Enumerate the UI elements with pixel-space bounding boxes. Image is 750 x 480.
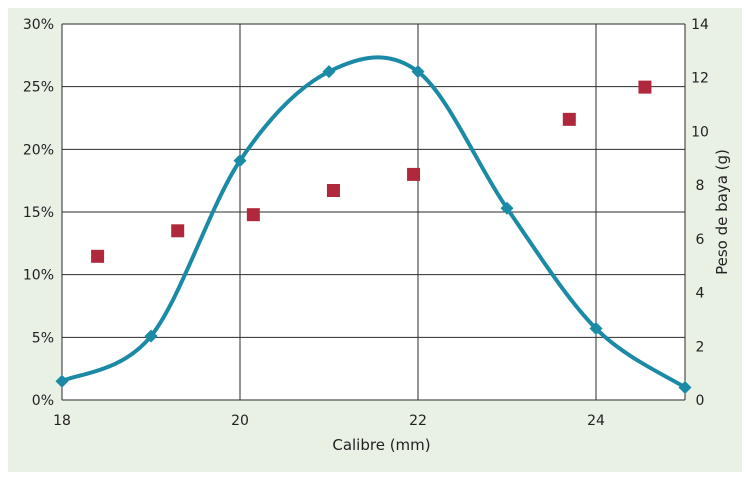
x-tick-label: 24 [587,413,605,429]
y-right-tick-label: 8 [696,178,705,194]
y-left-tick-label: 25% [23,80,54,96]
x-tick-label: 18 [53,413,71,429]
data-point-square [91,249,105,263]
data-point-square [407,167,421,181]
y-right-tick-label: 0 [696,393,705,409]
data-point-diamond [589,322,603,336]
y-right-tick-label: 2 [696,339,705,355]
data-point-square [562,112,576,126]
chart-panel: 0% 5% 10% 15% 20% 25% 30% 0 2 4 6 8 10 12 14 18 20 22 24 C… [8,8,742,472]
data-point-diamond [233,154,247,168]
y-left-tick-label: 30% [23,17,54,33]
data-point-diamond [411,65,425,79]
y-axis-right-label: Peso de baya (g) [713,149,731,275]
axes [61,24,686,401]
data-point-diamond [678,380,692,394]
data-point-square [638,80,652,94]
grid [61,23,685,401]
y-right-tick-label: 6 [696,232,705,248]
y-left-tick-label: 20% [23,142,54,158]
x-tick-label: 22 [409,413,427,429]
y-right-tick-label: 12 [691,71,709,87]
y-left-tick-label: 15% [23,205,54,221]
x-tick-label: 20 [231,413,249,429]
y-left-tick-label: 0% [32,393,54,409]
y-right-tick-label: 10 [691,124,709,140]
y-right-tick-label: 14 [691,17,709,33]
series [55,55,692,394]
data-point-diamond [144,329,158,343]
y-right-tick-label: 4 [696,286,705,302]
data-point-square [171,224,185,238]
data-point-diamond [55,374,69,388]
series-line [60,55,687,390]
y-left-tick-label: 10% [23,268,54,284]
data-point-square [326,184,340,198]
y-left-tick-label: 5% [32,330,54,346]
x-axis-label: Calibre (mm) [332,436,430,454]
data-point-diamond [322,65,336,79]
data-point-diamond [500,201,514,215]
data-point-square [246,208,260,222]
